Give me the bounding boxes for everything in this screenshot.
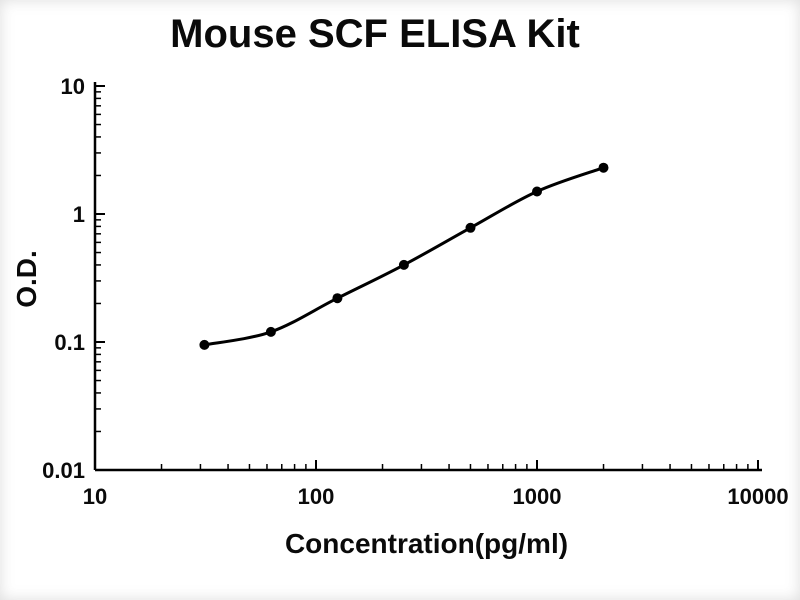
x-tick-label: 1000 [513, 484, 562, 509]
chart-title: Mouse SCF ELISA Kit [170, 12, 580, 56]
data-point [598, 162, 609, 173]
data-point [332, 293, 343, 304]
y-tick-label: 10 [61, 74, 85, 99]
data-point [199, 339, 210, 350]
x-tick-label: 100 [298, 484, 335, 509]
data-point [532, 186, 542, 197]
data-point [398, 259, 409, 270]
data-point [265, 326, 276, 337]
x-tick-label: 10000 [727, 484, 788, 509]
standard-curve-line [202, 166, 605, 347]
data-point [465, 222, 476, 233]
x-tick-label: 10 [83, 484, 107, 509]
y-tick-label: 0.01 [42, 458, 85, 483]
x-axis-label: Concentration(pg/ml) [284, 528, 569, 559]
y-tick-label: 1 [73, 202, 85, 227]
y-tick-label: 0.1 [54, 330, 85, 355]
